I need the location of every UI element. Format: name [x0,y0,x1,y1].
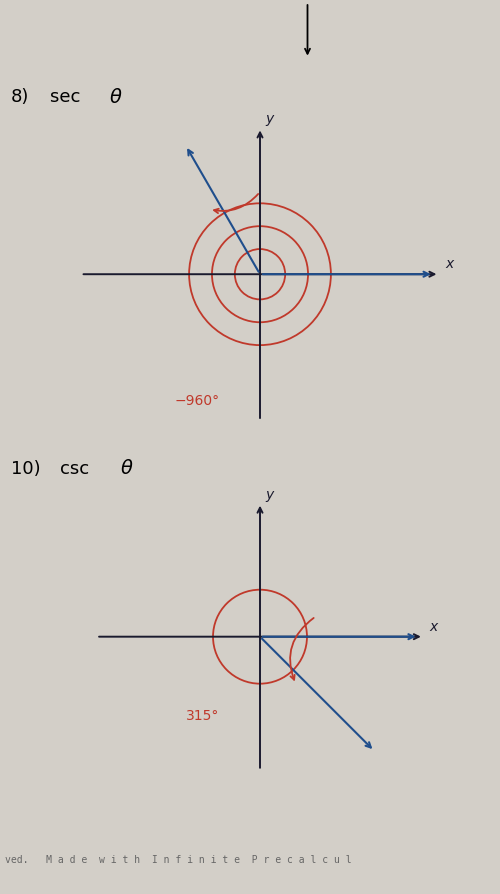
Text: θ: θ [110,88,122,106]
Text: y: y [266,112,274,126]
Text: 8): 8) [11,88,30,106]
Text: csc: csc [60,459,96,477]
Text: 315°: 315° [186,708,220,722]
Text: −960°: −960° [174,393,220,408]
Text: sec: sec [50,88,86,106]
Text: θ: θ [121,459,133,477]
Text: 10): 10) [11,459,40,477]
Text: ved.   M a d e  w i t h  I n f i n i t e  P r e c a l c u l: ved. M a d e w i t h I n f i n i t e P r… [5,854,352,864]
Text: x: x [445,257,454,270]
Text: x: x [429,619,437,633]
Text: y: y [265,487,274,502]
